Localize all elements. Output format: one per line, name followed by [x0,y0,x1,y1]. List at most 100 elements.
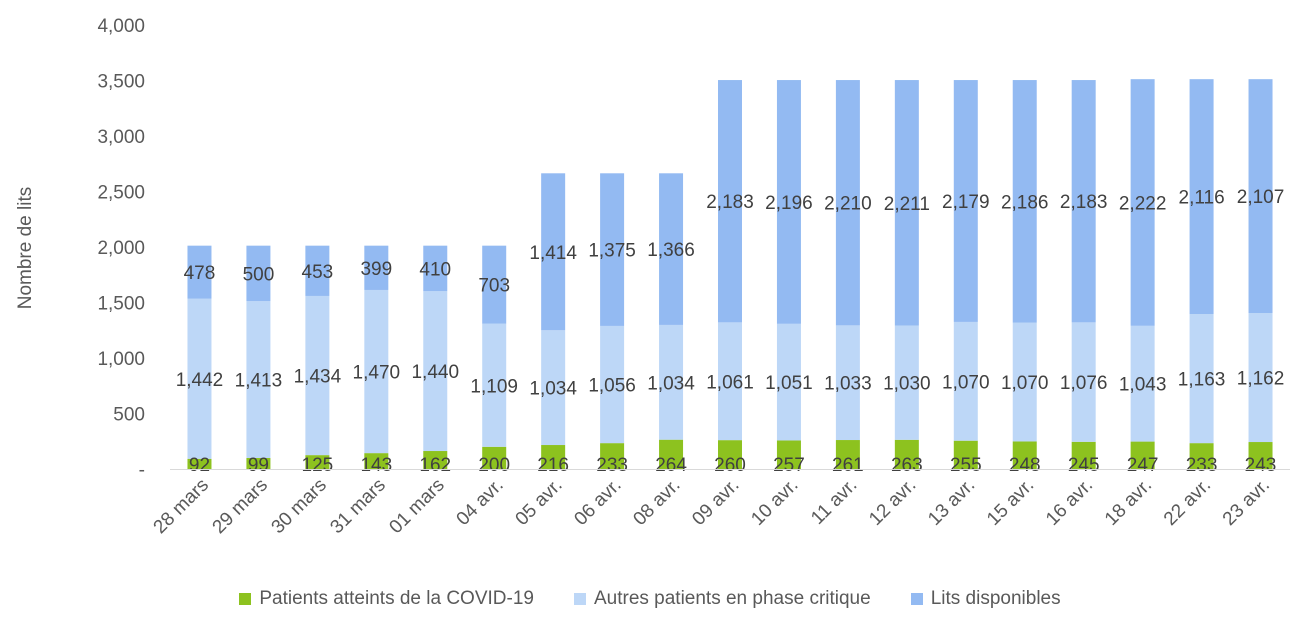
data-label: 703 [478,276,510,297]
bar-segment [894,439,919,469]
data-label: 1,442 [176,370,224,391]
data-label: 245 [1068,455,1100,476]
bar-segment [1012,441,1037,469]
data-label: 1,043 [1119,375,1167,396]
bar-segment [776,440,801,469]
bar-segment [246,245,271,302]
y-tick-label: 3,500 [97,72,145,93]
x-tick-label: 18 avr. [1101,475,1156,530]
data-label: 260 [714,455,746,476]
data-label: 1,414 [529,243,577,264]
legend-label-covid: Patients atteints de la COVID-19 [259,588,534,609]
bar-segment [423,451,448,469]
x-tick-label: 08 avr. [629,475,684,530]
data-label: 2,183 [1060,192,1108,213]
bar-segment [776,323,801,441]
data-labels: 92 1,442 478 99 1,413 500 125 1,434 453 143 1,470 3… [176,187,1285,476]
data-label: 1,162 [1237,369,1285,390]
data-label: 2,211 [884,194,930,215]
data-label: 1,030 [883,374,931,395]
bar-segment [600,325,625,444]
data-label: 1,034 [529,379,577,400]
bar-segment [1071,80,1096,323]
x-tick-label: 31 mars [326,475,389,538]
legend-item-autres: Autres patients en phase critique [573,588,871,610]
data-label: 478 [184,263,216,284]
legend-label-autres: Autres patients en phase critique [593,588,871,609]
y-tick-label: 3,000 [97,127,145,148]
bar-segment [246,301,271,459]
data-label: 1,061 [706,372,754,393]
data-label: 99 [248,455,269,476]
bar-segment [894,80,919,326]
data-label: 2,186 [1001,192,1049,213]
data-label: 2,183 [706,192,754,213]
bar-segment [718,322,742,441]
y-tick-label: - [139,460,145,481]
data-label: 233 [596,455,628,476]
bar-segment [1248,79,1273,314]
bars [187,79,1273,469]
x-tick-label: 29 mars [209,475,272,538]
data-label: 1,051 [765,373,813,394]
bar-segment [423,291,448,452]
x-tick-label: 05 avr. [512,475,567,530]
bar-segment [482,446,507,469]
y-tick-label: 4,000 [97,16,145,37]
bar-segment [246,458,271,469]
data-label: 1,070 [942,372,990,393]
bar-segment [659,173,684,325]
bar-segment [423,245,448,292]
bar-segment [600,443,625,469]
data-label: 1,440 [411,362,459,383]
data-label: 2,179 [942,192,990,213]
x-tick-label: 23 avr. [1219,475,1274,530]
data-label: 2,116 [1179,188,1225,209]
x-tick-label: 11 avr. [807,475,861,529]
data-label: 2,196 [765,193,813,214]
bar-segment [1071,322,1096,442]
bar-segment [364,453,389,469]
bar-segment [305,245,330,296]
y-tick-label: 1,500 [97,294,145,315]
x-tick-label: 01 mars [385,475,448,538]
data-label: 255 [950,455,982,476]
data-label: 261 [832,455,864,476]
data-label: 162 [419,455,451,476]
bar-segment [776,80,801,324]
bar-segment [953,321,978,441]
x-tick-label: 28 mars [150,475,213,538]
data-label: 1,033 [824,374,872,395]
bar-segment [835,80,860,326]
x-tick-label: 09 avr. [688,475,743,530]
bar-segment [1130,325,1155,442]
bar-segment [600,173,625,326]
bar-segment [305,295,330,456]
data-label: 247 [1127,455,1159,476]
x-tick-label: 30 mars [268,475,331,538]
bar-segment [659,324,684,440]
legend-label-lits: Lits disponibles [930,588,1061,609]
bar-segment [187,245,212,299]
data-label: 216 [537,455,569,476]
bar-segment [718,440,742,469]
data-label: 200 [478,455,510,476]
bar-segment [482,323,507,447]
bar-segment [1012,80,1037,323]
data-label: 1,034 [647,373,695,394]
data-label: 263 [891,455,923,476]
data-label: 410 [419,259,451,280]
x-tick-label: 13 avr. [924,475,979,530]
data-label: 248 [1009,455,1041,476]
legend: Patients atteints de la COVID-19 Autres … [0,588,1300,610]
data-label: 1,375 [588,241,636,262]
bar-segment [1189,79,1214,315]
bar-segment [1189,443,1214,469]
bar-segment [364,245,389,290]
y-tick-label: 1,000 [97,349,145,370]
data-label: 243 [1245,455,1277,476]
data-label: 2,222 [1119,193,1167,214]
data-label: 1,056 [588,376,636,397]
